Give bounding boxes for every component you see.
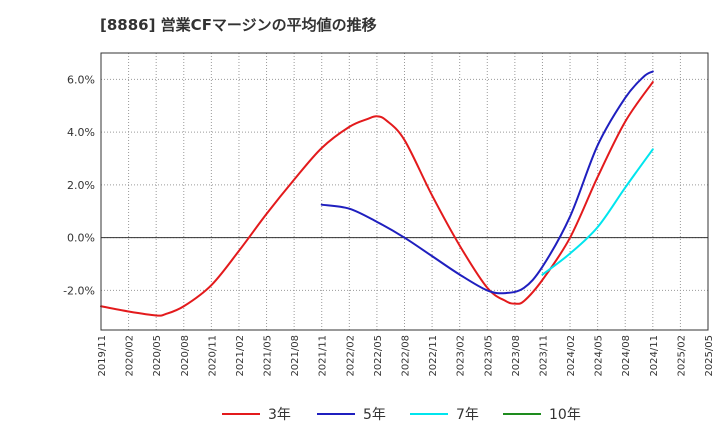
x-tick-label: 2021/11 — [318, 335, 329, 377]
series-line-2 — [320, 70, 654, 295]
x-tick-label: 2023/11 — [538, 335, 549, 377]
x-tick-label: 2020/05 — [152, 335, 163, 377]
legend-label: 5年 — [363, 407, 386, 423]
plot-frame — [100, 52, 709, 331]
x-axis-ticks: 2019/11 2020/02 2020/05 2020/08 2020/11 2021/… — [97, 335, 715, 377]
series-line-1 — [100, 81, 654, 317]
x-tick-label: 2020/08 — [180, 335, 191, 377]
x-tick-label: 2023/08 — [511, 335, 522, 377]
legend-item: 10年 — [503, 402, 581, 426]
x-tick-label: 2021/02 — [235, 335, 246, 377]
y-tick-label: 0.0% — [67, 232, 95, 245]
x-tick-label: 2019/11 — [97, 335, 108, 377]
legend-swatch — [317, 413, 355, 415]
x-tick-label: 2020/02 — [125, 335, 136, 377]
legend: 3年 5年 7年 10年 — [0, 402, 720, 426]
legend-label: 3年 — [268, 407, 291, 423]
x-tick-label: 2020/11 — [207, 335, 218, 377]
x-tick-label: 2025/05 — [704, 335, 715, 377]
x-tick-label: 2022/05 — [373, 335, 384, 377]
y-tick-label: -2.0% — [63, 284, 95, 297]
legend-item: 7年 — [410, 402, 479, 426]
y-tick-label: 2.0% — [67, 179, 95, 192]
x-tick-label: 2023/05 — [483, 335, 494, 377]
legend-label: 7年 — [456, 407, 479, 423]
legend-swatch — [222, 413, 260, 415]
x-tick-label: 2024/05 — [594, 335, 605, 377]
legend-item: 5年 — [317, 402, 386, 426]
series-lines — [100, 70, 654, 317]
x-tick-label: 2021/05 — [263, 335, 274, 377]
legend-item: 3年 — [222, 402, 291, 426]
legend-label: 10年 — [549, 407, 581, 423]
x-tick-label: 2024/02 — [566, 335, 577, 377]
y-tick-label: 6.0% — [67, 73, 95, 86]
x-tick-label: 2022/08 — [401, 335, 412, 377]
y-tick-label: 4.0% — [67, 126, 95, 139]
x-tick-label: 2021/08 — [290, 335, 301, 377]
x-tick-label: 2022/02 — [345, 335, 356, 377]
x-tick-label: 2022/11 — [428, 335, 439, 377]
legend-swatch — [410, 413, 448, 415]
series-line-3 — [541, 148, 654, 276]
legend-swatch — [503, 413, 541, 415]
x-tick-label: 2024/11 — [649, 335, 660, 377]
x-tick-label: 2024/08 — [621, 335, 632, 377]
y-axis-ticks: -2.0% 0.0% 2.0% 4.0% 6.0% — [63, 73, 95, 297]
line-chart: -2.0% 0.0% 2.0% 4.0% 6.0% 2019/11 2020/02 2020… — [63, 52, 715, 377]
chart-title: [8886] 営業CFマージンの平均値の推移 — [100, 16, 377, 34]
x-tick-label: 2025/02 — [676, 335, 687, 377]
x-tick-label: 2023/02 — [456, 335, 467, 377]
